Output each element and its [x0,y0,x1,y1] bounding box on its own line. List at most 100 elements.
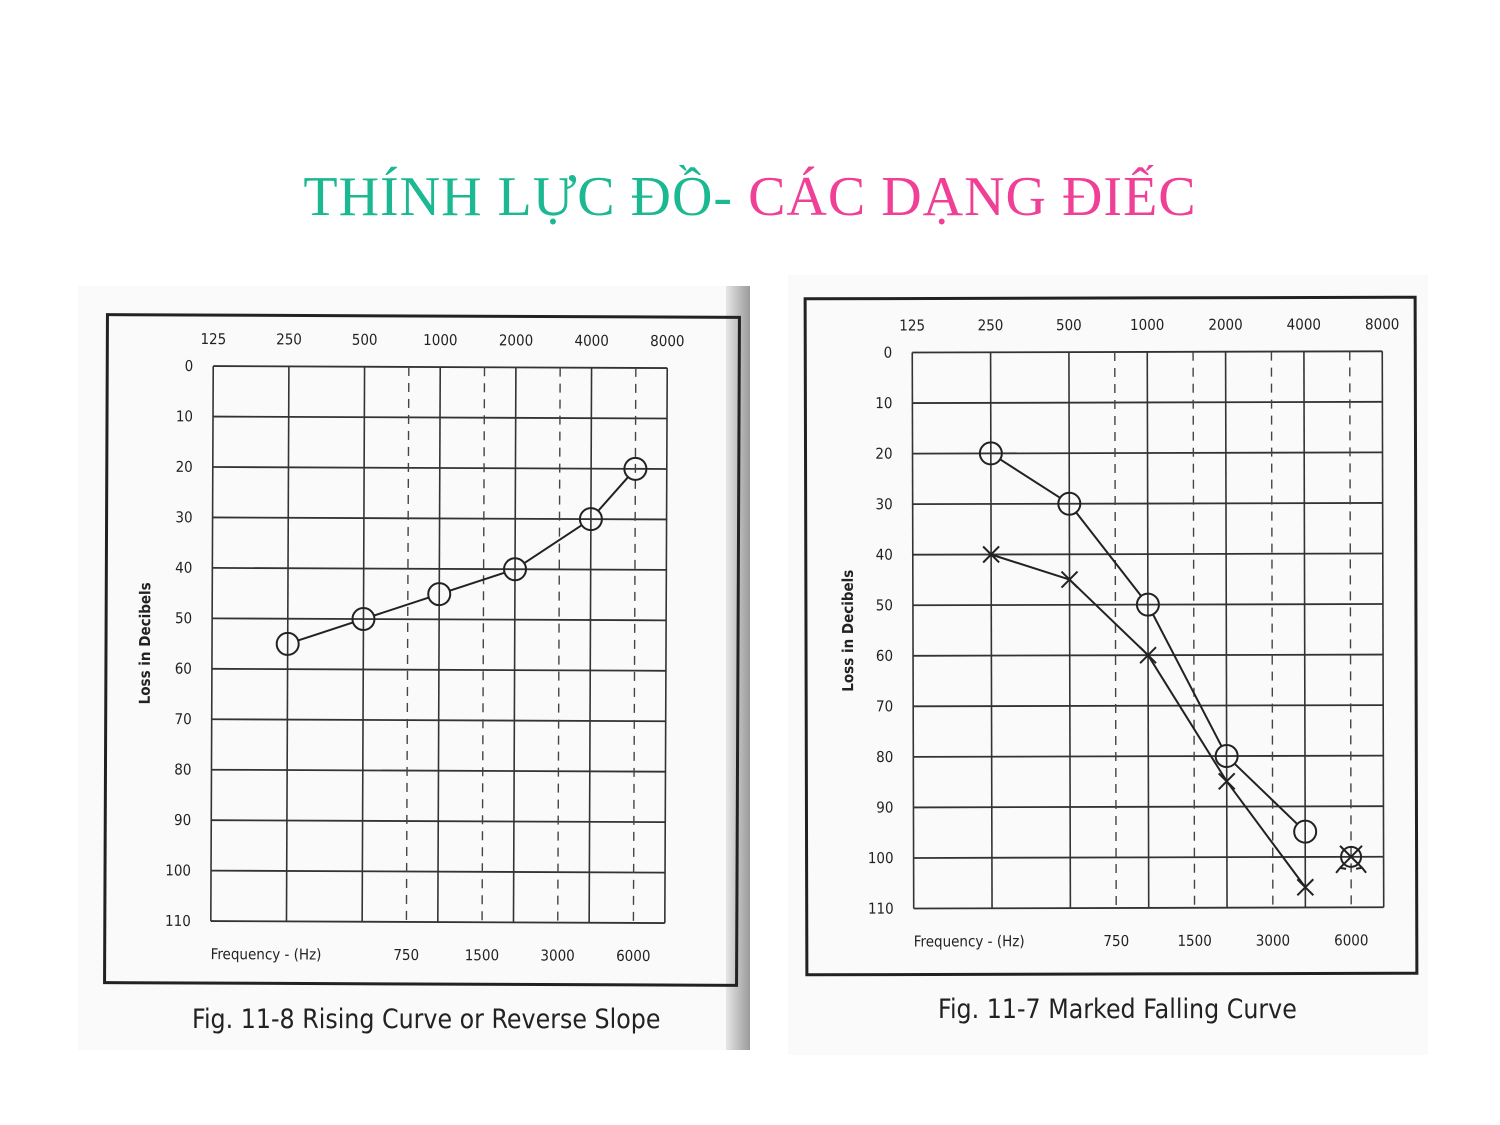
data-point-circle [427,582,452,607]
y-tick-label: 60 [876,647,893,665]
data-point-cross [1217,772,1236,791]
data-point-circle [1293,819,1318,844]
x-tick-label-bottom: 1500 [1177,932,1211,950]
data-point-circle [275,631,300,656]
series-line-segment [1075,511,1142,597]
grid-line-v-dashed [405,366,410,922]
x-axis-label: Frequency - (Hz) [914,932,1025,950]
y-tick-label: 110 [868,900,894,918]
series-line-segment [373,596,430,617]
y-tick-label: 10 [176,407,193,425]
y-tick-label: 110 [165,912,191,930]
x-tick-label-bottom: 3000 [1256,932,1290,950]
series-line-segment [1152,613,1223,747]
y-tick-label: 10 [875,394,892,412]
data-point-cross [1060,570,1079,589]
x-tick-label-top: 1000 [1130,316,1164,334]
scan-page-right [788,275,1428,1055]
series-line-segment [990,553,1070,581]
x-tick-label-top: 4000 [1287,315,1321,333]
x-tick-label-bottom: 1500 [465,946,499,964]
series-line-segment [999,458,1061,499]
y-tick-label: 40 [876,546,893,564]
grid-line-v [1146,351,1150,908]
slide-title-part2: CÁC DẠNG ĐIẾC [748,166,1197,228]
x-tick-label-top: 125 [899,316,925,334]
grid-line-v [911,352,915,909]
x-tick-label-top: 1000 [423,331,457,349]
y-tick-label: 100 [868,849,894,867]
x-tick-label-top: 500 [352,331,378,349]
grid-line-v [361,366,366,922]
x-tick-label-top: 2000 [499,331,533,349]
grid-line-v [1381,351,1385,908]
x-tick-label-bottom: 750 [1103,932,1129,950]
data-point-cross [982,545,1000,564]
series-line-segment [523,524,583,564]
series-line-segment [449,571,505,592]
x-tick-label-bottom: 6000 [616,947,650,965]
x-tick-label-top: 125 [200,330,226,348]
y-tick-label: 20 [875,445,892,463]
grid-line-v-dashed [632,367,637,923]
x-tick-label-bottom: 6000 [1334,931,1368,949]
x-tick-label-top: 250 [978,316,1004,334]
data-point-cross [1139,646,1157,664]
series-line-segment [1233,762,1298,825]
y-tick-label: 30 [875,495,892,513]
slide-title: THÍNH LỰC ĐỒ- CÁC DẠNG ĐIẾC [0,165,1500,229]
data-point-circle [1214,744,1239,769]
grid-line-v [512,367,517,923]
y-tick-label: 80 [174,761,191,779]
grid-line-v [664,368,669,924]
grid-line-v-dashed [557,367,561,923]
series-line-segment [1225,780,1307,888]
y-tick-label: 30 [175,508,192,526]
grid-line-v [437,367,442,923]
y-axis-label: Loss in Decibels [136,582,155,704]
grid-line-v [210,366,215,922]
series-line-segment [1068,578,1149,656]
y-tick-label: 90 [174,811,191,829]
grid-line-v [1068,352,1072,909]
data-point-circle [351,607,376,632]
y-tick-label: 90 [876,798,893,816]
data-point-cross [1296,878,1315,897]
data-point-circle [503,557,528,582]
grid-line-v-dashed [1270,351,1274,908]
data-point-circle [978,441,1003,466]
grid-line-v-dashed [481,367,486,923]
y-tick-label: 80 [876,748,893,766]
y-tick-label: 60 [175,660,192,678]
series-line-segment [297,621,354,642]
x-tick-label-top: 2000 [1208,316,1242,334]
y-tick-label: 0 [185,357,194,375]
data-point-circle [1057,491,1082,516]
grid-line-v [989,352,993,909]
grid-line-v [1224,351,1228,908]
grid-line-v [588,367,593,923]
y-tick-label: 70 [174,710,191,728]
grid-line-v [1303,351,1307,908]
chart-frame [803,295,1419,977]
chart-caption-left: Fig. 11-8 Rising Curve or Reverse Slope [192,1004,661,1035]
x-tick-label-bottom: 750 [393,946,419,964]
x-tick-label-bottom: 3000 [540,947,574,965]
data-point-no-response [1340,845,1363,868]
y-tick-label: 50 [175,609,192,627]
y-tick-label: 70 [876,697,893,715]
data-point-no-response-arrows [1335,845,1367,874]
y-tick-label: 100 [165,861,191,879]
data-point-circle [623,456,648,481]
grid-line-v-dashed [1192,351,1196,908]
chart-caption-right: Fig. 11-7 Marked Falling Curve [938,994,1297,1025]
grid-line-v-dashed [1349,351,1352,908]
series-line-segment [597,476,629,512]
slide-title-part1: THÍNH LỰC ĐỒ- [303,166,734,228]
y-tick-label: 0 [884,344,893,362]
x-tick-label-top: 4000 [574,332,608,350]
x-axis-label: Frequency - (Hz) [211,945,322,963]
